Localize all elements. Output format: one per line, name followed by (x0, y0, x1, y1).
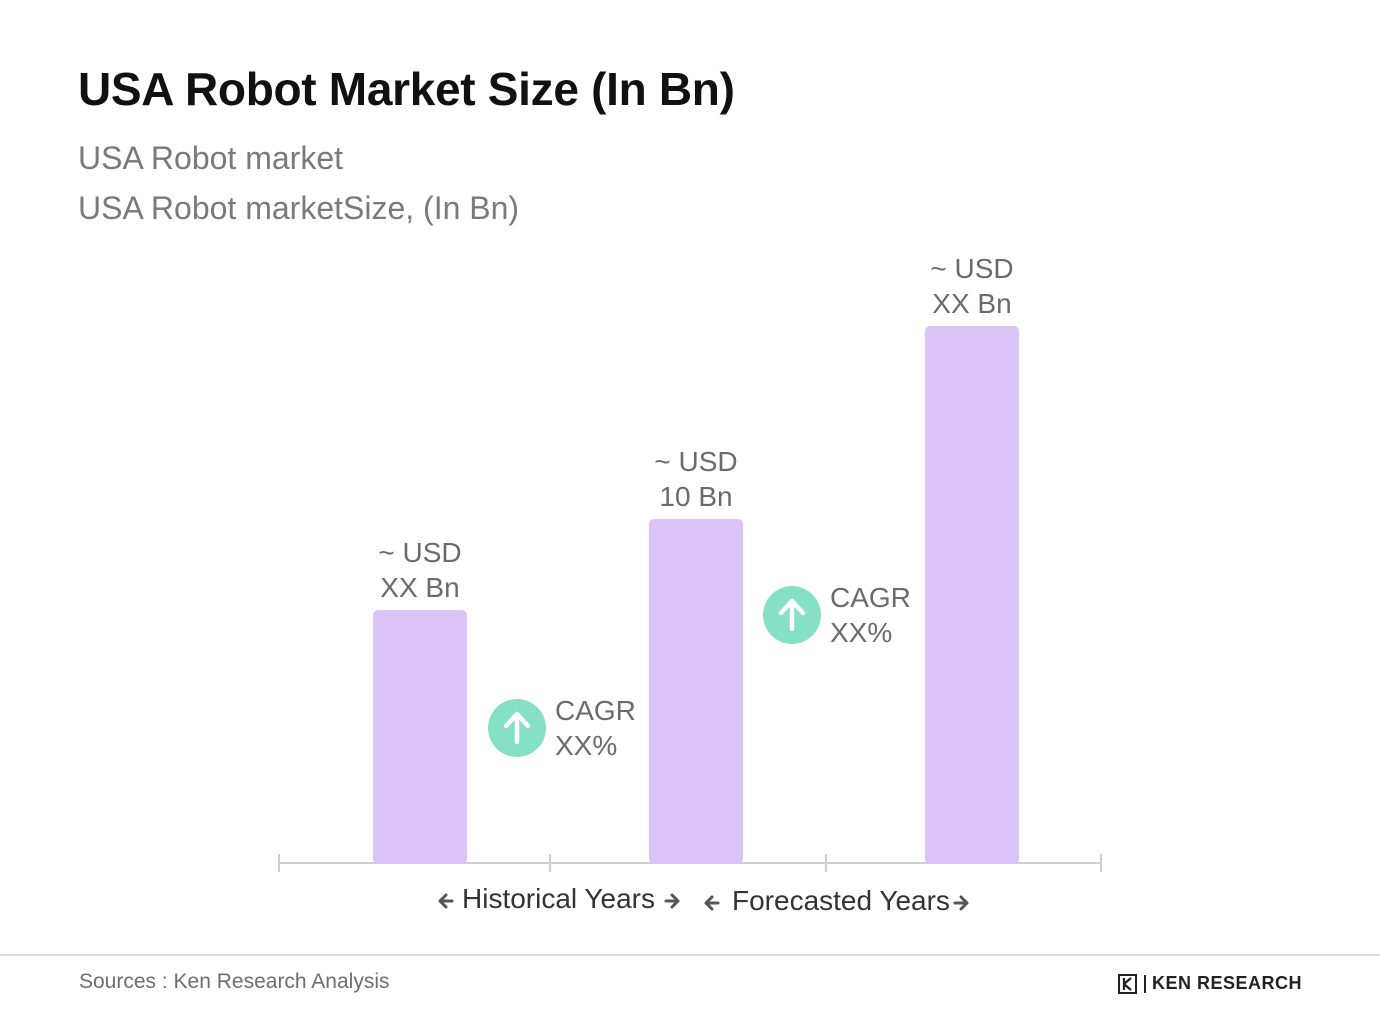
forecast-right-arrow-icon (953, 895, 969, 911)
bar-label-2-line1: ~ USD (654, 446, 737, 477)
period-label-forecast: Forecasted Years (732, 885, 950, 916)
bar-chart: ~ USD XX Bn ~ USD 10 Bn ~ USD XX Bn CAGR XX% CAG… (278, 253, 1102, 916)
bar-label-3-line1: ~ USD (930, 253, 1013, 284)
source-note: Sources : Ken Research Analysis (79, 970, 390, 993)
brand-name: KEN RESEARCH (1152, 973, 1303, 993)
ken-logo-icon (1118, 973, 1137, 994)
cagr-arrow-glyph-2 (778, 598, 806, 632)
brand-logo: KEN RESEARCH (1118, 973, 1302, 994)
bar-label-3-line2: XX Bn (932, 288, 1011, 319)
cagr-label-2-line1: CAGR (830, 582, 911, 613)
cagr-label-1-line2: XX% (555, 730, 617, 761)
cagr-label-2-line2: XX% (830, 617, 892, 648)
bar-label-1-line1: ~ USD (378, 537, 461, 568)
footer-divider (0, 954, 1380, 956)
historical-left-arrow-icon (438, 893, 454, 909)
forecast-left-arrow-icon (704, 895, 720, 911)
bar-2 (649, 518, 743, 864)
chart-subtitle: USA Robot market (78, 140, 343, 176)
cagr-arrow-glyph-1 (503, 711, 531, 745)
period-label-historical: Historical Years (462, 883, 655, 914)
bar-label-1-line2: XX Bn (380, 572, 459, 603)
bar-label-2-line2: 10 Bn (659, 481, 732, 512)
historical-right-arrow-icon (664, 893, 680, 909)
bar-1 (373, 610, 467, 864)
cagr-label-1-line1: CAGR (555, 695, 636, 726)
chart-title: USA Robot Market Size (In Bn) (78, 63, 735, 115)
chart-subtitle-2: USA Robot marketSize, (In Bn) (78, 190, 520, 226)
bar-3 (925, 326, 1019, 864)
